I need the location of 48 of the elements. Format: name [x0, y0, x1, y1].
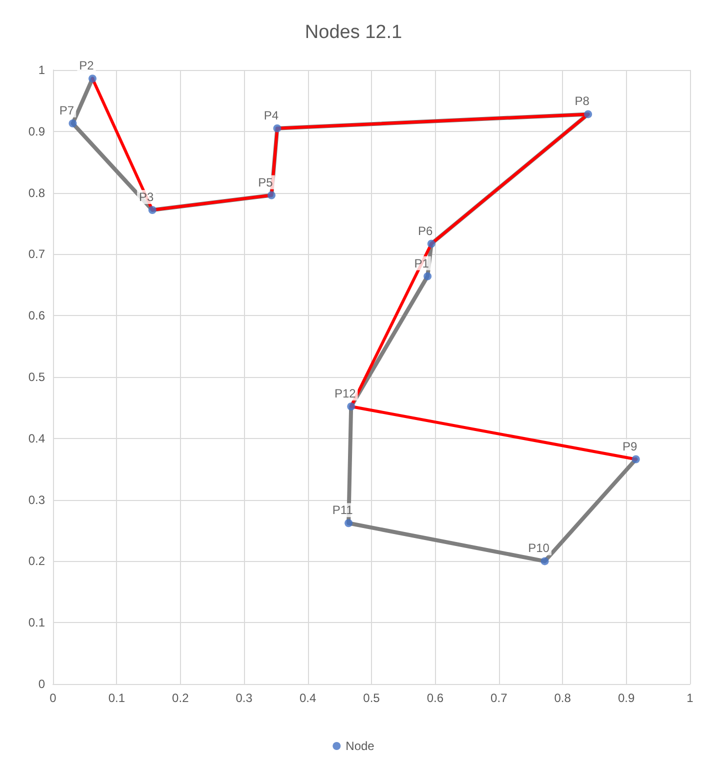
- x-tick-label: 0.1: [108, 691, 126, 705]
- annotation: P6: [418, 224, 434, 238]
- annotation: P1: [414, 256, 430, 270]
- annotation: P12: [334, 386, 356, 400]
- x-tick-label: 0.9: [618, 691, 635, 705]
- annotation: P9: [622, 439, 638, 454]
- point: [68, 119, 77, 128]
- annotation: P10: [528, 541, 550, 556]
- x-tick-label: 0.6: [426, 691, 444, 705]
- annotation: P5: [258, 175, 274, 190]
- point: [584, 110, 592, 118]
- y-tick-label: 0.4: [28, 431, 46, 446]
- x-tick-label: 0.8: [554, 691, 572, 705]
- x-tick-label: 0.7: [490, 691, 508, 705]
- annotation: P3: [139, 190, 154, 204]
- y-tick-label: 1: [38, 63, 46, 77]
- y-tick-label: 0.2: [28, 554, 46, 568]
- y-tick-label: 0.6: [28, 308, 46, 323]
- legend-label: Node: [346, 739, 375, 753]
- x-tick-label: 1: [686, 691, 694, 705]
- y-tick-label: 0: [38, 677, 46, 691]
- y-tick-label: 0.5: [28, 370, 46, 384]
- x-tick-label: 0: [50, 691, 57, 705]
- annotation: P11: [332, 503, 354, 518]
- annotation: P4: [264, 108, 279, 122]
- point: [632, 455, 640, 464]
- y-tick-label: 0.8: [28, 186, 46, 200]
- point: [273, 124, 282, 132]
- x-tick-label: 0.5: [363, 691, 380, 705]
- x-tick-label: 0.4: [299, 691, 316, 705]
- annotation: P2: [79, 58, 94, 73]
- point: [347, 402, 356, 410]
- point: [344, 519, 353, 528]
- y-tick-label: 0.9: [28, 124, 46, 138]
- y-tick-label: 0.7: [28, 247, 46, 262]
- y-tick-label: 0.1: [28, 616, 46, 630]
- x-tick-label: 0.3: [236, 691, 253, 705]
- point: [540, 557, 549, 566]
- point: [424, 272, 432, 280]
- point: [88, 74, 96, 83]
- point: [268, 191, 276, 200]
- point: [427, 240, 436, 248]
- y-tick-label: 0.3: [28, 492, 46, 507]
- chart-title: Nodes 12.1: [304, 22, 402, 43]
- annotation: P8: [574, 94, 590, 108]
- annotation: P7: [59, 103, 74, 118]
- point: [148, 206, 156, 214]
- x-tick-label: 0.2: [172, 691, 190, 705]
